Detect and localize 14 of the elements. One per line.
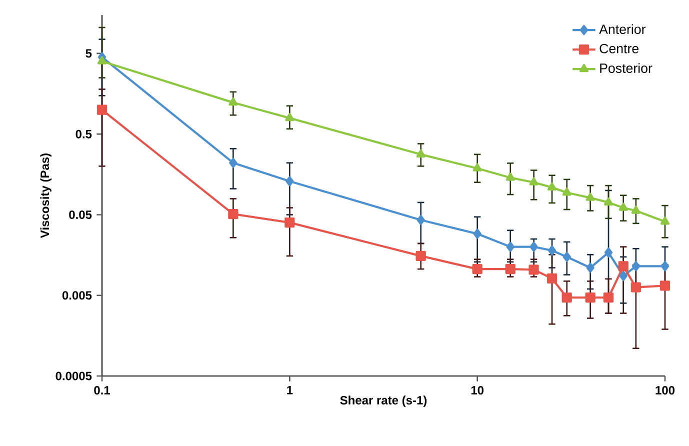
y-tick-label: 0.05 bbox=[69, 210, 92, 219]
x-tick-label: 100 bbox=[656, 386, 675, 395]
legend-label: Posterior bbox=[600, 63, 652, 73]
y-tick-label: 0.0005 bbox=[56, 372, 92, 380]
y-axis-title: Viscosity (Pas) bbox=[40, 154, 52, 238]
y-tick-label: 5 bbox=[86, 49, 92, 58]
y-tick-label: 0.5 bbox=[76, 130, 92, 138]
x-axis-title: Shear rate (s-1) bbox=[340, 396, 427, 407]
legend-label: Anterior bbox=[599, 24, 646, 34]
legend-label: Centre bbox=[600, 44, 638, 54]
y-tick-label: 0.005 bbox=[62, 291, 92, 300]
x-tick-label: 1 bbox=[287, 386, 293, 394]
x-tick-label: 10 bbox=[471, 386, 484, 395]
x-tick-label: 0.1 bbox=[94, 386, 110, 395]
